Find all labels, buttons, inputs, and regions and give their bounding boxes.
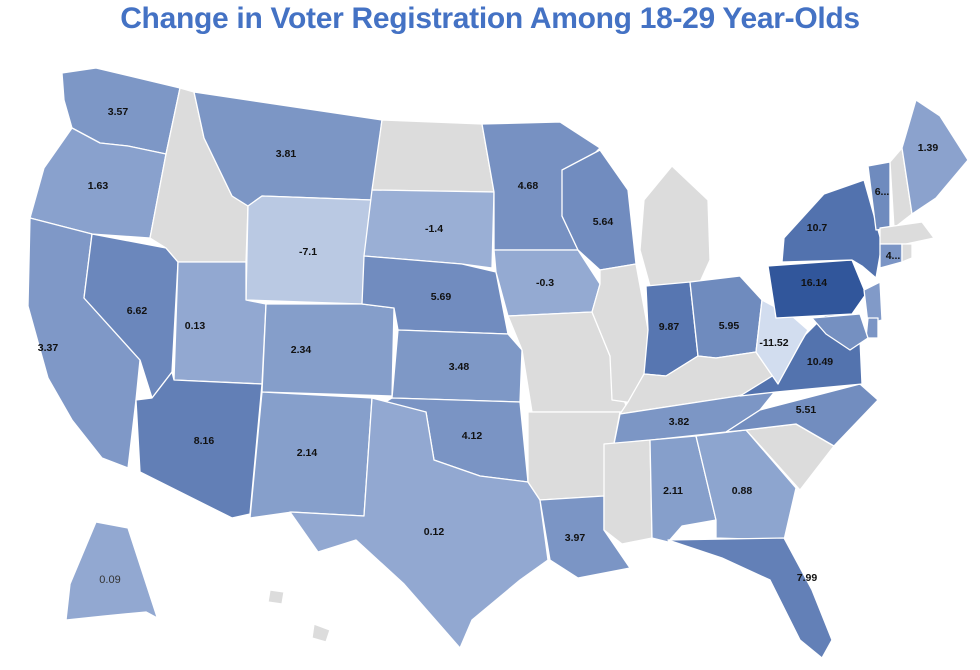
state-label-fl: 7.99: [797, 572, 818, 584]
state-nc: [725, 383, 879, 447]
state-label-wv: -11.52: [759, 337, 788, 349]
state-label-co: 2.34: [291, 344, 312, 356]
state-de: [865, 317, 879, 339]
state-label-nv: 6.62: [127, 305, 148, 317]
state-label-ak: 0.09: [99, 574, 120, 586]
state-mi: [639, 165, 711, 287]
state-ms: [603, 439, 653, 545]
state-label-ut: 0.13: [185, 320, 206, 332]
state-label-mn: 4.68: [518, 180, 539, 192]
state-label-sd: -1.4: [425, 223, 443, 235]
state-nj: [863, 281, 883, 325]
state-wy: [245, 195, 373, 305]
state-nd: [371, 119, 495, 193]
state-hi: [267, 589, 331, 643]
state-fl: [667, 537, 833, 659]
state-label-oh: 5.95: [719, 320, 740, 332]
state-label-ga: 0.88: [732, 485, 753, 497]
state-ny: [781, 179, 883, 279]
state-il: [591, 263, 651, 405]
state-label-vt: 6...: [875, 186, 890, 198]
state-label-ny: 10.7: [807, 222, 828, 234]
state-label-or: 1.63: [88, 180, 109, 192]
state-label-la: 3.97: [565, 532, 586, 544]
state-label-wa: 3.57: [108, 106, 129, 118]
state-label-tx: 0.12: [424, 526, 445, 538]
state-label-va: 10.49: [807, 356, 833, 368]
state-me: [901, 99, 969, 215]
state-ma: [879, 221, 935, 245]
state-wv: [755, 299, 809, 385]
state-label-wi: 5.64: [593, 216, 614, 228]
state-label-az: 8.16: [194, 435, 215, 447]
state-md: [811, 313, 869, 351]
state-label-ct: 4...: [886, 250, 901, 262]
state-label-me: 1.39: [918, 142, 939, 154]
state-co: [261, 303, 395, 397]
state-ks: [391, 329, 523, 403]
state-sd: [363, 189, 495, 269]
state-label-nm: 2.14: [297, 447, 318, 459]
state-pa: [767, 259, 867, 319]
state-label-al: 2.11: [663, 485, 683, 497]
state-oh: [689, 275, 763, 359]
state-label-ia: -0.3: [536, 277, 554, 289]
state-ri: [901, 243, 913, 263]
state-label-in: 9.87: [659, 321, 680, 333]
state-label-ks: 3.48: [449, 361, 470, 373]
map-title: Change in Voter Registration Among 18-29…: [120, 2, 860, 35]
state-label-mt: 3.81: [276, 148, 297, 160]
state-label-tn: 3.82: [669, 416, 690, 428]
state-label-ca: 3.37: [38, 342, 59, 354]
state-label-nc: 5.51: [796, 404, 817, 416]
state-label-wy: -7.1: [299, 246, 317, 258]
state-tx: [289, 397, 549, 649]
state-label-pa: 16.14: [801, 277, 827, 289]
state-label-ne: 5.69: [431, 291, 452, 303]
state-ak: [65, 521, 207, 645]
state-label-ok: 4.12: [462, 430, 483, 442]
